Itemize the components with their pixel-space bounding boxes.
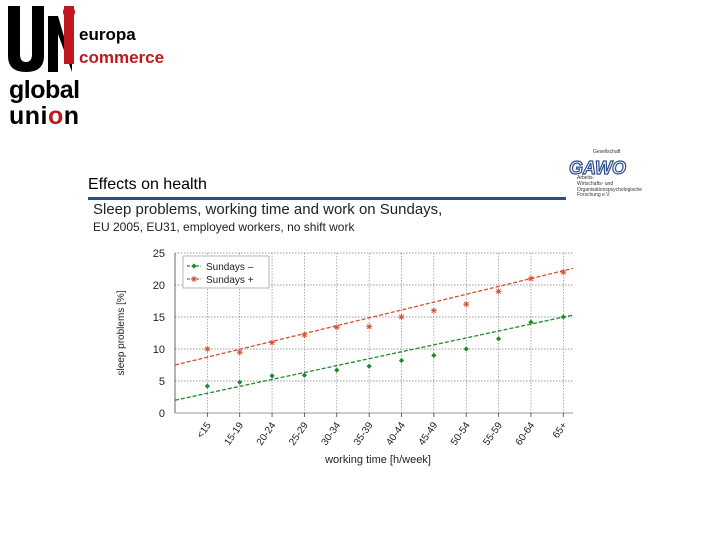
data-point-sundays-minus [398,357,405,364]
x-tick-label: 15-19 [222,420,246,448]
x-tick-label: 50-54 [449,420,473,448]
data-point-sundays-minus [560,314,566,320]
sleep-problems-chart: 0 5 10 15 20 25 <15 15-19 20-24 25-29 30-34 35-39 40… [116,248,574,466]
data-point-sundays-plus [366,323,373,330]
y-tick-label: 15 [153,312,165,324]
heading-rule [88,197,566,200]
gawo-top-text: Gesellschaft [593,149,621,155]
x-tick-label: <15 [195,420,214,441]
data-point-sundays-plus [495,288,502,295]
logo-line-global: global [9,76,80,104]
data-point-sundays-minus [495,336,502,342]
x-axis-label: working time [h/week] [324,454,431,466]
data-point-sundays-minus [334,367,340,373]
y-tick-label: 0 [159,408,165,420]
data-point-sundays-minus [366,363,372,369]
uni-europa-logo: europa commerce global union [6,4,164,129]
gawo-body-text: Arbeits- Wirtschafts- und Organisationsp… [577,175,643,199]
uni-logo-icon [8,6,75,72]
x-tick-label: 30-34 [320,420,344,448]
data-point-sundays-plus [527,275,534,282]
legend-marker-diamond [191,263,197,269]
y-tick-label: 25 [153,248,165,260]
data-point-sundays-plus [204,346,211,352]
trendline-sundays-plus [174,267,574,366]
x-tick-label: 60-64 [514,420,538,448]
x-tick-label: 45-49 [417,420,441,448]
data-point-sundays-plus [236,349,243,356]
data-point-sundays-plus [398,314,405,320]
data-point-sundays-plus [463,301,470,308]
data-point-sundays-plus [560,269,567,276]
gawo-wordmark: GAWO [569,158,626,178]
data-point-sundays-minus [431,352,437,358]
chart-legend: Sundays – Sundays + [182,255,270,289]
gawo-logo: Gesellschaft GAWO Arbeits- Wirtschafts- … [567,149,647,206]
data-point-sundays-plus [301,331,308,338]
x-tick-label: 20-24 [255,420,279,448]
legend-box [182,255,270,289]
y-axis-label: sleep problems [%] [116,290,127,375]
y-tick-label: 10 [153,344,165,356]
x-tick-label: 65+ [551,420,570,440]
data-point-sundays-plus [333,324,340,331]
x-tick-label: 40-44 [384,420,408,448]
legend-marker-star [191,276,197,282]
data-point-sundays-minus [204,383,210,389]
chart-trendlines [174,267,574,401]
data-point-sundays-minus [269,373,275,379]
logo-union-part2: n [63,102,80,130]
logo-line-commerce: commerce [79,48,165,67]
data-point-sundays-minus [463,346,469,352]
x-tick-label: 25-29 [287,420,311,448]
data-point-sundays-plus [269,339,276,346]
x-tick-label: 55-59 [481,420,505,448]
legend-label: Sundays + [206,275,254,286]
y-tick-label: 20 [153,280,165,292]
logo-line-europa: europa [79,25,136,44]
logo-union-part1: uni [9,102,48,130]
x-tick-label: 35-39 [352,420,376,448]
slide-subtitle-detail: EU 2005, EU31, employed workers, no shif… [93,220,355,234]
slide-heading: Effects on health [88,176,207,193]
y-tick-label: 5 [159,376,165,388]
legend-label: Sundays – [206,262,254,273]
gawo-logo-icon: GAWO [568,157,626,178]
data-point-sundays-plus [430,307,437,314]
data-point-sundays-minus [237,379,243,385]
data-point-sundays-minus [528,319,534,325]
slide-subtitle: Sleep problems, working time and work on… [93,201,443,218]
trendline-sundays-minus [174,314,574,401]
data-point-sundays-minus [301,372,308,378]
logo-union-o: o [48,102,64,130]
logo-line-union: union [9,104,80,129]
